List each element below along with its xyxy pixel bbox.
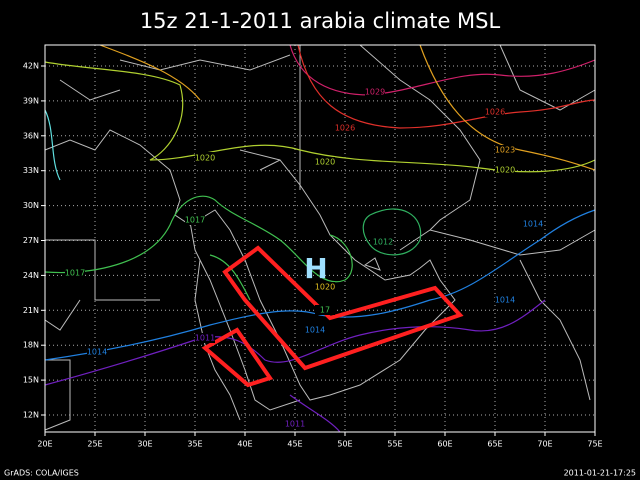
lon-label: 35E: [187, 440, 202, 449]
label-backdrop: [87, 347, 107, 357]
coastline: [44, 129, 456, 401]
contour-label: 1011: [285, 420, 305, 429]
lon-label: 60E: [437, 440, 452, 449]
label-backdrop: [523, 219, 543, 229]
label-backdrop: [195, 333, 215, 343]
lat-label: 27N: [23, 236, 39, 245]
lon-label: 65E: [487, 440, 502, 449]
label-backdrop: [185, 215, 205, 225]
lon-label: 20E: [37, 440, 52, 449]
map-frame: [44, 44, 596, 433]
label-backdrop: [373, 237, 393, 247]
contour-label: 1014: [495, 296, 515, 305]
contour-label: 17: [320, 306, 330, 315]
label-backdrop: [305, 325, 325, 335]
isobar: [44, 61, 596, 173]
footer-left: GrADS: COLA/IGES: [4, 469, 79, 478]
contour-labels: 1029 1026 1026 1023 1020 1020 1020 1020 1017 1017…: [65, 87, 543, 429]
high-pressure-marker: H: [304, 252, 327, 285]
lat-label: 21N: [23, 306, 39, 315]
lat-label: 36N: [23, 131, 39, 140]
label-backdrop: [65, 268, 85, 278]
lon-label: 70E: [537, 440, 552, 449]
contour-label: 1012: [373, 238, 393, 247]
lon-label: 45E: [287, 440, 302, 449]
lon-label: 75E: [587, 440, 602, 449]
label-backdrop: [195, 153, 215, 163]
label-backdrop: [285, 419, 305, 429]
lon-label: 55E: [387, 440, 402, 449]
title: 15z 21-1-2011 arabia climate MSL: [140, 9, 501, 33]
isobar: [289, 44, 596, 96]
footer-right: 2011-01-21-17:25: [564, 469, 636, 478]
isobar: [362, 208, 422, 256]
isobar: [297, 44, 596, 129]
contour-label: 1020: [315, 283, 335, 292]
lat-label: 33N: [23, 166, 39, 175]
contour-label: 1023: [495, 146, 515, 155]
contours: [44, 44, 596, 433]
contour-label: 1020: [195, 154, 215, 163]
lat-label: 39N: [23, 96, 39, 105]
contour-label: 1017: [65, 269, 85, 278]
contour-label: 1014: [305, 326, 325, 335]
label-backdrop: [485, 107, 505, 117]
contour-label: 1029: [365, 88, 385, 97]
island: [363, 257, 381, 271]
highlight-box: [222, 245, 464, 371]
label-backdrop: [315, 157, 335, 167]
lat-label: 30N: [23, 201, 39, 210]
isobar: [44, 109, 61, 181]
lon-label: 40E: [237, 440, 252, 449]
isobar: [44, 209, 596, 361]
label-backdrop: [495, 295, 515, 305]
lat-label: 15N: [23, 376, 39, 385]
lon-label: 30E: [137, 440, 152, 449]
contour-label: 1020: [495, 166, 515, 175]
lon-label: 25E: [87, 440, 102, 449]
axes: 42N 39N 36N 33N 30N 27N 24N 21N 18N 15N 12N 20E 25E 3…: [23, 62, 603, 449]
lat-label: 12N: [23, 411, 39, 420]
highlight-boxes: [201, 245, 464, 388]
lat-label: 42N: [23, 62, 39, 71]
contour-label: 1026: [335, 124, 355, 133]
isobar: [44, 195, 353, 301]
lat-label: 18N: [23, 341, 39, 350]
label-backdrop: [365, 87, 385, 97]
label-backdrop: [335, 123, 355, 133]
label-backdrop: [315, 305, 335, 315]
contour-label: 1020: [315, 158, 335, 167]
contour-label: 1014: [523, 220, 543, 229]
label-backdrop: [495, 145, 515, 155]
highlight-box: [201, 327, 274, 388]
contour-label: 1026: [485, 108, 505, 117]
contour-label: 1017: [185, 216, 205, 225]
label-backdrop: [495, 165, 515, 175]
lat-label: 24N: [23, 271, 39, 280]
label-backdrop: [315, 282, 335, 292]
contour-label: 1011: [195, 334, 215, 343]
contour-label: 1014: [87, 348, 107, 357]
lon-label: 50E: [337, 440, 352, 449]
